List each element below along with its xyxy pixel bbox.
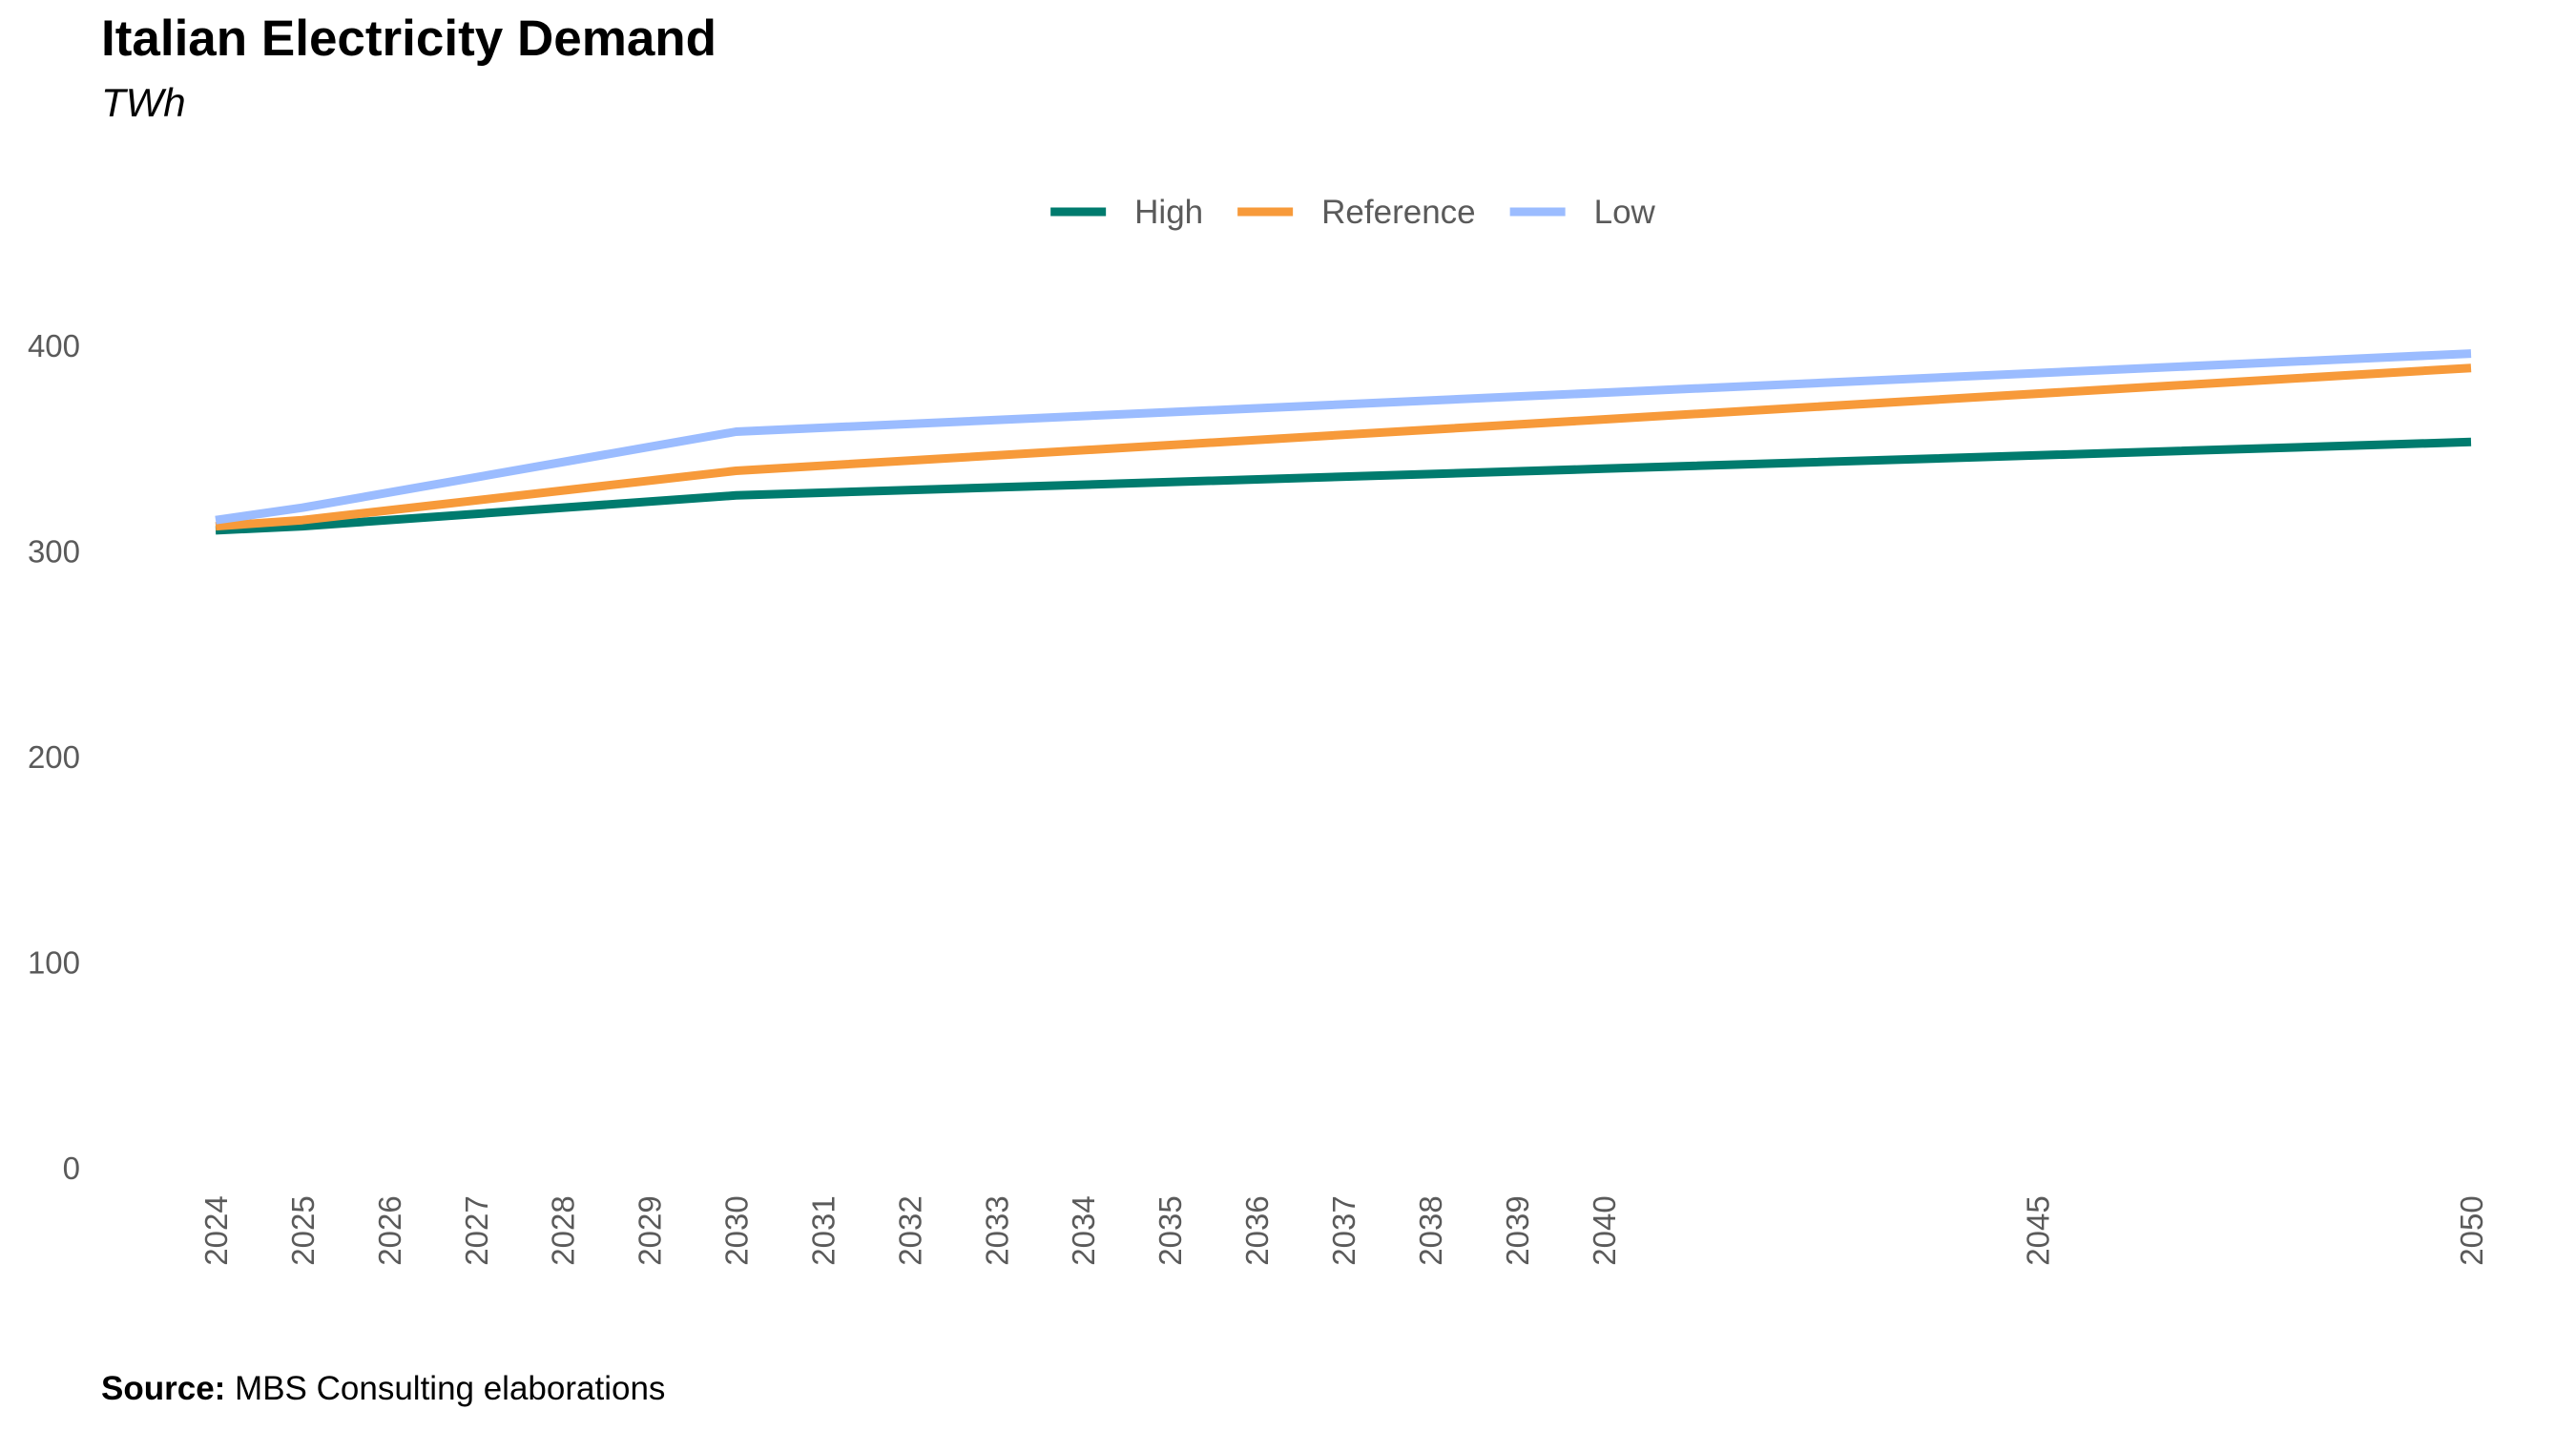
x-tick-label: 2025 xyxy=(285,1195,321,1265)
legend-label-reference: Reference xyxy=(1321,194,1475,231)
series-line-low xyxy=(215,349,2472,525)
series-lines xyxy=(215,349,2472,535)
y-tick-label: 100 xyxy=(28,945,80,981)
source-label: Source: xyxy=(101,1370,226,1407)
y-tick-label: 400 xyxy=(28,328,80,363)
x-tick-label: 2050 xyxy=(2454,1195,2489,1265)
x-tick-label: 2038 xyxy=(1413,1195,1448,1265)
x-tick-label: 2029 xyxy=(633,1195,668,1265)
chart-legend: High Reference Low xyxy=(1050,194,1656,231)
x-tick-label: 2027 xyxy=(459,1195,494,1265)
source-note: Source: MBS Consulting elaborations xyxy=(101,1370,665,1408)
x-axis: 2024 2025 2026 2027 2028 2029 2030 2031 2032 2033… xyxy=(198,1195,2489,1265)
x-tick-label: 2040 xyxy=(1587,1195,1622,1265)
x-tick-label: 2036 xyxy=(1239,1195,1275,1265)
x-tick-label: 2039 xyxy=(1500,1195,1535,1265)
x-tick-label: 2035 xyxy=(1153,1195,1188,1265)
x-tick-label: 2034 xyxy=(1066,1195,1101,1265)
x-tick-label: 2030 xyxy=(719,1195,755,1265)
source-text: MBS Consulting elaborations xyxy=(235,1370,666,1407)
chart-subtitle: TWh xyxy=(101,80,186,125)
chart-title: Italian Electricity Demand xyxy=(101,10,717,67)
legend-label-low: Low xyxy=(1594,194,1656,231)
x-tick-label: 2037 xyxy=(1326,1195,1361,1265)
x-tick-label: 2031 xyxy=(805,1195,841,1265)
y-tick-label: 200 xyxy=(28,739,80,775)
series-line-reference xyxy=(215,363,2472,531)
x-tick-label: 2045 xyxy=(2020,1195,2055,1265)
x-tick-label: 2024 xyxy=(198,1195,234,1265)
legend-label-high: High xyxy=(1134,194,1203,231)
x-tick-label: 2028 xyxy=(546,1195,581,1265)
y-axis: 0 100 200 300 400 xyxy=(28,328,80,1186)
x-tick-label: 2032 xyxy=(892,1195,927,1265)
y-tick-label: 0 xyxy=(63,1151,80,1186)
series-line-high xyxy=(215,437,2472,535)
y-tick-label: 300 xyxy=(28,534,80,570)
x-tick-label: 2026 xyxy=(372,1195,407,1265)
x-tick-label: 2033 xyxy=(979,1195,1014,1265)
